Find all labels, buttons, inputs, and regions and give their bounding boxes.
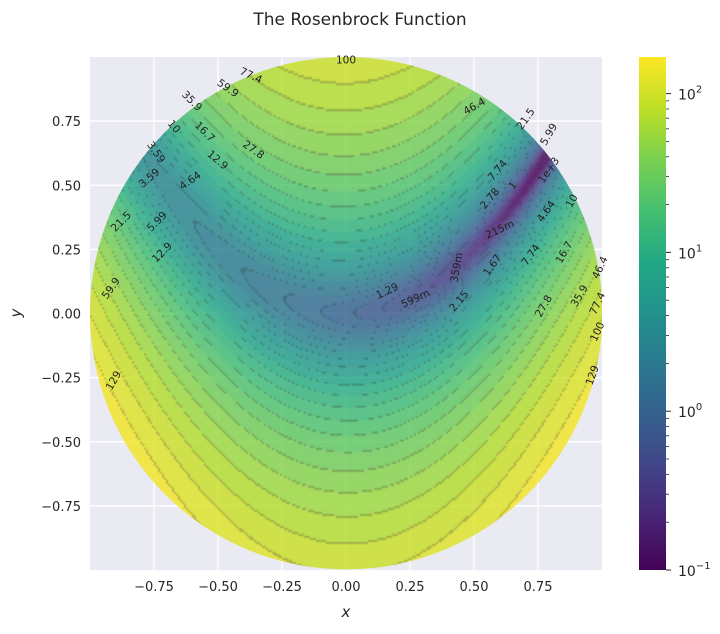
x-tick-label: 0.25 xyxy=(396,580,425,595)
colorbar-tick-label: 102 xyxy=(678,85,702,104)
colorbar-tick-label: 100 xyxy=(678,402,702,421)
rosenbrock-heatmap xyxy=(90,57,602,570)
x-tick-label: 0.00 xyxy=(332,580,361,595)
contour-field xyxy=(90,57,602,570)
x-tick-label: −0.25 xyxy=(262,580,302,595)
y-tick-label: 0.75 xyxy=(52,115,81,130)
x-tick-label: 0.75 xyxy=(524,580,553,595)
y-tick-label: −0.50 xyxy=(41,436,81,451)
colorbar-tick-label: 10−1 xyxy=(678,561,711,580)
colorbar xyxy=(639,57,666,570)
y-tick-label: 0.50 xyxy=(52,179,81,194)
contour-label: 100 xyxy=(336,55,356,67)
x-axis-label: x xyxy=(341,603,351,621)
y-tick-label: 0.25 xyxy=(52,243,81,258)
contour-label: 10 xyxy=(564,192,581,210)
colorbar-tick-labels: 10−1 100 101 102 xyxy=(666,85,711,580)
chart-title: The Rosenbrock Function xyxy=(252,10,466,30)
x-tick-label: −0.75 xyxy=(134,580,174,595)
y-tick-label: −0.75 xyxy=(41,500,81,515)
contour-label: 359m xyxy=(449,252,466,284)
x-tick-label: −0.50 xyxy=(198,580,238,595)
x-tick-labels: −0.75 −0.50 −0.25 0.00 0.25 0.50 0.75 xyxy=(134,580,552,595)
y-tick-label: −0.25 xyxy=(41,372,81,387)
x-tick-label: 0.50 xyxy=(460,580,489,595)
y-axis-label: y xyxy=(7,307,25,318)
colorbar-tick-label: 101 xyxy=(678,243,702,262)
y-tick-labels: 0.75 0.50 0.25 0.00 −0.25 −0.50 −0.75 xyxy=(41,115,81,515)
y-tick-label: 0.00 xyxy=(52,308,81,323)
